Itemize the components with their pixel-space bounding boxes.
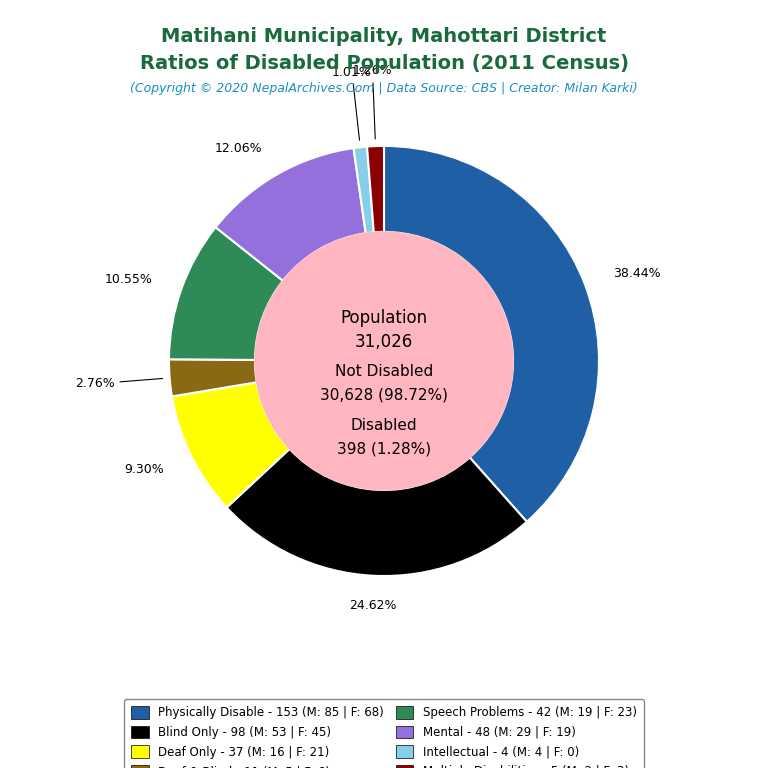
Text: Matihani Municipality, Mahottari District: Matihani Municipality, Mahottari Distric… [161,27,607,46]
Text: 31,026: 31,026 [355,333,413,351]
Text: 10.55%: 10.55% [105,273,153,286]
Text: Not Disabled: Not Disabled [335,364,433,379]
Wedge shape [367,146,384,233]
Wedge shape [169,227,283,360]
Wedge shape [227,449,527,576]
Text: 30,628 (98.72%): 30,628 (98.72%) [320,388,448,403]
Text: 38.44%: 38.44% [613,267,660,280]
Text: Disabled: Disabled [351,418,417,433]
Circle shape [255,232,513,490]
Text: 2.76%: 2.76% [74,377,163,390]
Text: 9.30%: 9.30% [124,463,164,476]
Text: Ratios of Disabled Population (2011 Census): Ratios of Disabled Population (2011 Cens… [140,54,628,73]
Text: (Copyright © 2020 NepalArchives.Com | Data Source: CBS | Creator: Milan Karki): (Copyright © 2020 NepalArchives.Com | Da… [130,82,638,95]
Wedge shape [353,147,374,233]
Text: 1.26%: 1.26% [353,65,392,139]
Text: Population: Population [340,309,428,327]
Wedge shape [216,148,366,281]
Text: 398 (1.28%): 398 (1.28%) [337,442,431,457]
Wedge shape [169,359,257,396]
Legend: Physically Disable - 153 (M: 85 | F: 68), Blind Only - 98 (M: 53 | F: 45), Deaf : Physically Disable - 153 (M: 85 | F: 68)… [124,700,644,768]
Text: 12.06%: 12.06% [214,142,262,155]
Wedge shape [172,382,290,508]
Text: 1.01%: 1.01% [332,66,372,141]
Wedge shape [384,146,599,521]
Text: 24.62%: 24.62% [349,599,396,612]
